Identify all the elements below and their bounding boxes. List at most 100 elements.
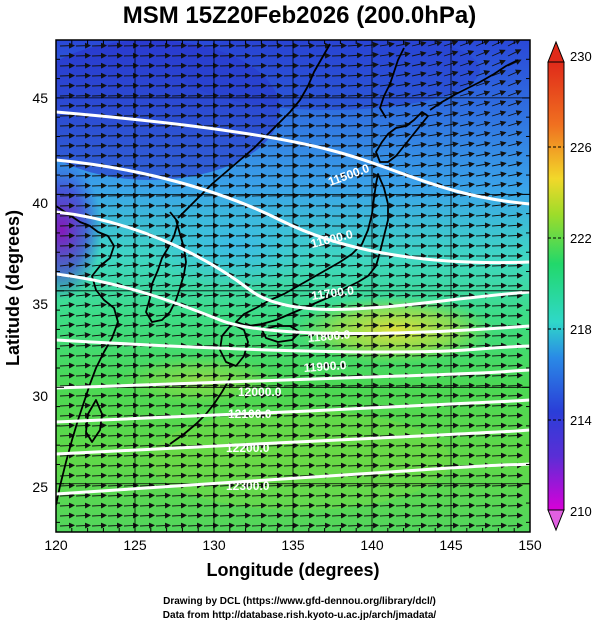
wind-arrow <box>219 482 235 489</box>
wind-arrow <box>411 472 427 479</box>
wind-arrow <box>491 512 507 519</box>
wind-arrow <box>219 512 235 519</box>
wind-arrow <box>475 332 491 339</box>
wind-arrow <box>171 92 187 99</box>
wind-arrow <box>59 72 75 79</box>
wind-arrow <box>459 432 475 439</box>
wind-arrow <box>299 512 315 519</box>
wind-arrow <box>187 142 203 149</box>
wind-arrow <box>491 402 507 409</box>
wind-arrow <box>91 362 107 369</box>
wind-arrow <box>219 422 235 429</box>
wind-arrow <box>347 492 363 499</box>
wind-arrow <box>283 142 299 149</box>
wind-arrow <box>107 492 123 499</box>
wind-arrow <box>283 52 299 59</box>
wind-arrow <box>475 322 491 329</box>
wind-arrow <box>315 372 331 379</box>
wind-arrow <box>491 442 507 449</box>
wind-arrow <box>203 432 219 439</box>
wind-arrow <box>59 352 75 359</box>
wind-arrow <box>427 352 443 359</box>
contour-12300 <box>56 462 530 496</box>
wind-arrow <box>267 472 283 479</box>
wind-arrow <box>203 232 219 239</box>
wind-arrow <box>251 312 267 319</box>
wind-arrow <box>363 172 379 179</box>
wind-arrow <box>235 432 251 439</box>
wind-arrow <box>491 382 507 389</box>
wind-arrow <box>219 382 235 389</box>
wind-arrow <box>411 312 427 319</box>
wind-arrow <box>251 492 267 499</box>
wind-arrow <box>75 352 91 359</box>
wind-arrow <box>203 502 219 509</box>
wind-arrow <box>75 252 91 259</box>
wind-arrow <box>203 372 219 379</box>
wind-arrow <box>219 262 235 269</box>
wind-arrow <box>315 172 331 179</box>
wind-arrow <box>475 80 491 87</box>
wind-arrow <box>363 442 379 449</box>
wind-arrow <box>395 131 411 138</box>
wind-arrow <box>379 492 395 499</box>
wind-arrow <box>75 292 91 299</box>
wind-arrow <box>427 512 443 519</box>
wind-arrow <box>331 452 347 459</box>
wind-arrow <box>411 292 427 299</box>
wind-arrow <box>491 372 507 379</box>
wind-arrow <box>123 462 139 469</box>
wind-arrow <box>267 372 283 379</box>
wind-arrow <box>507 120 523 127</box>
wind-arrow <box>123 432 139 439</box>
wind-arrow <box>379 112 395 119</box>
wind-arrow <box>379 462 395 469</box>
wind-arrow <box>235 252 251 259</box>
wind-arrow <box>363 352 379 359</box>
wind-arrow <box>299 122 315 129</box>
wind-arrow <box>331 42 347 49</box>
wind-arrow <box>59 222 75 229</box>
wind-arrow <box>395 282 411 289</box>
wind-arrow <box>59 192 75 199</box>
wind-arrow <box>475 432 491 439</box>
wind-arrow <box>107 192 123 199</box>
wind-arrow <box>315 522 331 529</box>
wind-arrow <box>315 382 331 389</box>
wind-arrow <box>347 262 363 269</box>
wind-arrow <box>187 82 203 89</box>
wind-arrow <box>379 352 395 359</box>
wind-arrow <box>395 522 411 529</box>
wind-arrow <box>459 110 475 117</box>
wind-arrow <box>75 472 91 479</box>
wind-arrow <box>411 192 427 199</box>
wind-arrow <box>171 502 187 509</box>
wind-arrow <box>91 322 107 329</box>
wind-arrow <box>299 202 315 209</box>
coast-sakhalin <box>379 47 405 119</box>
wind-arrow <box>459 212 475 219</box>
wind-arrow <box>491 452 507 459</box>
wind-arrow <box>155 492 171 499</box>
wind-arrow <box>347 342 363 349</box>
wind-arrow <box>203 292 219 299</box>
wind-arrow <box>411 51 427 57</box>
contour-12000 <box>56 368 530 390</box>
wind-arrow <box>427 462 443 469</box>
wind-arrow <box>283 92 299 99</box>
wind-arrow <box>363 362 379 369</box>
wind-arrow <box>395 382 411 389</box>
wind-arrow <box>171 382 187 389</box>
wind-arrow <box>411 141 427 148</box>
wind-arrow <box>251 82 267 89</box>
wind-arrow <box>427 292 443 299</box>
coast-hokkaido <box>375 111 429 163</box>
wind-arrow <box>171 262 187 269</box>
wind-arrow <box>475 362 491 369</box>
wind-arrow <box>203 42 219 49</box>
wind-arrow <box>459 161 475 168</box>
wind-arrow <box>155 412 171 419</box>
wind-arrow <box>363 132 379 139</box>
wind-arrow <box>299 412 315 419</box>
wind-arrow <box>395 312 411 319</box>
